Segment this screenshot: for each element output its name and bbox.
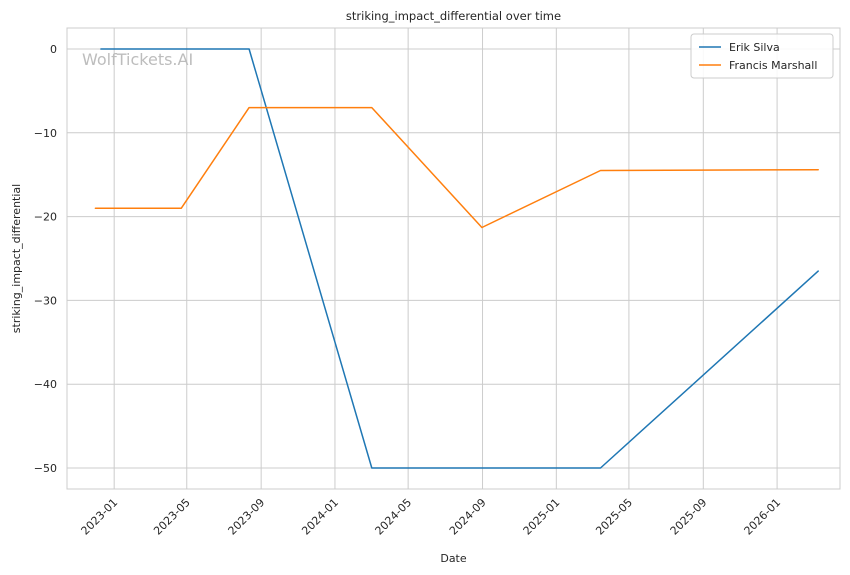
plot-area (66, 27, 841, 490)
y-tick-label: −20 (34, 211, 57, 224)
x-tick-label: 2024-09 (447, 496, 489, 538)
legend: Erik Silva Francis Marshall (690, 33, 834, 79)
x-tick-label: 2023-01 (79, 496, 121, 538)
y-tick-label: −10 (34, 127, 57, 140)
x-tick-label: 2025-05 (593, 496, 635, 538)
x-axis-label: Date (440, 552, 467, 565)
x-tick-label: 2025-01 (521, 496, 563, 538)
x-tick-label: 2024-05 (373, 496, 415, 538)
y-tick-label: −50 (34, 462, 57, 475)
y-axis-label: striking_impact_differential (10, 184, 23, 333)
y-axis: 0 −10 −20 −30 −40 −50 (34, 43, 57, 475)
chart-title: striking_impact_differential over time (346, 9, 561, 23)
legend-label: Francis Marshall (729, 59, 817, 72)
x-tick-label: 2025-09 (668, 496, 710, 538)
x-tick-label: 2023-09 (226, 496, 268, 538)
legend-box (690, 33, 834, 79)
x-axis: 2023-01 2023-05 2023-09 2024-01 2024-05 2024-… (79, 496, 784, 538)
x-tick-label: 2026-01 (742, 496, 784, 538)
x-tick-label: 2023-05 (151, 496, 193, 538)
watermark: WolfTickets.AI (82, 50, 193, 69)
y-tick-label: −40 (34, 378, 57, 391)
series-layer (94, 48, 819, 469)
legend-label: Erik Silva (729, 41, 780, 54)
y-tick-label: −30 (34, 294, 57, 307)
series-line-0 (100, 48, 819, 469)
y-tick-label: 0 (50, 43, 57, 56)
series-line-1 (94, 106, 819, 229)
x-tick-label: 2024-01 (299, 496, 341, 538)
